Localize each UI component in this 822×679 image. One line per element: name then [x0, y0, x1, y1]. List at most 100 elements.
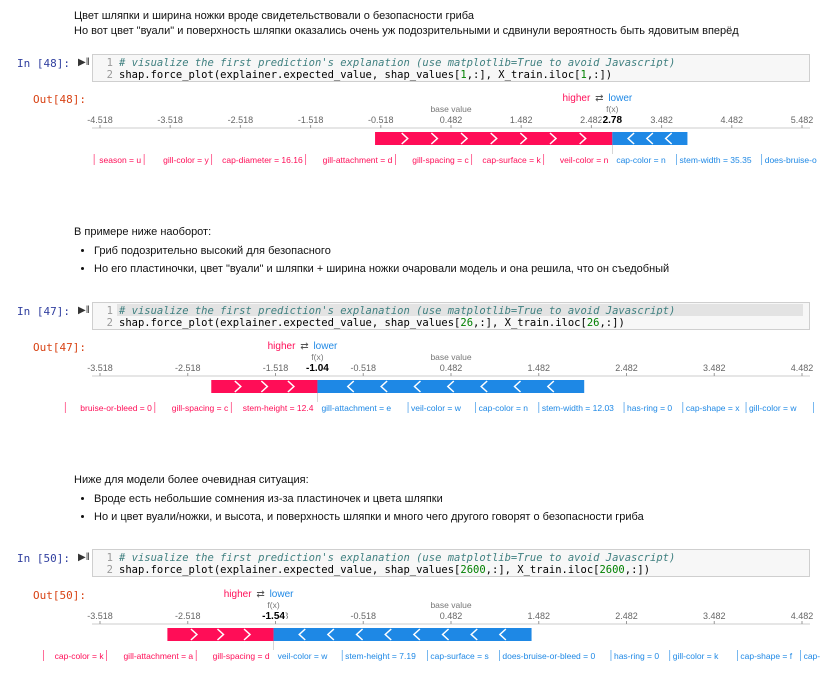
code-line: shap.force_plot(explainer.expected_value… [119, 317, 625, 329]
tick-label: -1.518 [298, 115, 324, 125]
higher-chevron [287, 380, 296, 393]
feature-label-lower: cap- [804, 651, 821, 661]
code-line: shap.force_plot(explainer.expected_value… [119, 69, 613, 81]
feature-label-higher: gill-attachment = a [123, 651, 193, 661]
bar-higher [167, 628, 274, 641]
feature-label-higher: cap-surface = k [482, 155, 541, 165]
code-cell[interactable]: 1 # visualize the first prediction's exp… [92, 302, 810, 330]
base-value-label: base value [430, 104, 471, 114]
higher-chevron [260, 380, 269, 393]
tick-label: -0.518 [350, 363, 376, 373]
higher-chevron [234, 380, 242, 393]
tick-label: -4.518 [87, 115, 113, 125]
feature-label-lower: cap-surface = s [430, 651, 488, 661]
feature-label-higher: cap-color = k [55, 651, 105, 661]
feature-label-lower: gill-color = k [673, 651, 719, 661]
force-plot-svg: higher ⇄ lower base value f(x) -3.518 -2.518 -1… [43, 589, 820, 661]
code-comment: # visualize the first prediction's expla… [119, 57, 676, 69]
base-value-label: base value [430, 352, 471, 362]
fx-label: f(x) [267, 600, 279, 610]
tick-label: -3.518 [87, 611, 113, 621]
force-plot-svg: higher ⇄ lower base value f(x) -4.518 -3.518 -2… [87, 93, 817, 165]
feature-label-higher: gill-spacing = c [172, 403, 229, 413]
tick-label: 4.482 [791, 611, 814, 621]
legend-lower: lower [608, 93, 633, 104]
code-cell[interactable]: 1 # visualize the first prediction's exp… [92, 549, 810, 577]
legend-lower: lower [270, 589, 295, 600]
higher-chevron [490, 132, 498, 145]
swap-arrows-icon: ⇄ [256, 589, 264, 600]
tick-label: -0.518 [350, 611, 376, 621]
tick-label: -2.518 [175, 363, 201, 373]
force-plot: higher ⇄ lower base value f(x) -3.518 -2.518 -1… [43, 586, 820, 666]
bar-lower [273, 628, 532, 641]
lower-chevron [446, 380, 455, 393]
legend-lower: lower [313, 341, 338, 352]
base-value-label: base value [430, 600, 471, 610]
tick-label: -3.518 [157, 115, 183, 125]
tick-label: -1.518 [263, 611, 289, 621]
feature-label-higher: gill-color = y [163, 155, 209, 165]
feature-label-lower: stem-height = 7.19 [345, 651, 416, 661]
tick-label: 4.482 [721, 115, 744, 125]
feature-label-lower: veil-color = w [278, 651, 329, 661]
feature-label-lower: stem-width = 12.03 [542, 403, 614, 413]
run-triangle-icon[interactable]: ▶‖ [78, 57, 90, 68]
tick-label: 0.482 [440, 611, 463, 621]
tick-label: 1.482 [527, 611, 550, 621]
feature-label-lower: gill-color = w [749, 403, 797, 413]
lower-chevron [480, 380, 488, 393]
higher-chevron [401, 132, 409, 145]
feature-label-lower: veil-color = w [411, 403, 462, 413]
force-plot-svg: higher ⇄ lower base value f(x) -3.518 -2.518 -1… [64, 341, 814, 413]
tick-label: 0.482 [440, 363, 463, 373]
output-prompt: Out[50]: [33, 589, 86, 602]
output-prompt: Out[48]: [33, 93, 86, 106]
run-triangle-icon[interactable]: ▶‖ [78, 305, 90, 316]
tick-label: 3.482 [650, 115, 673, 125]
lower-chevron [664, 132, 673, 145]
tick-label: 2.482 [615, 363, 638, 373]
tick-label: 4.482 [791, 363, 814, 373]
lower-chevron [355, 628, 364, 641]
bar-lower [317, 380, 585, 393]
feature-label-lower: does-bruise-or-bleed = 0 [502, 651, 595, 661]
lower-chevron [441, 628, 450, 641]
lower-chevron [384, 628, 392, 641]
md2-intro: В примере ниже наоборот: [74, 226, 212, 238]
code-cell[interactable]: 1 # visualize the first prediction's exp… [92, 54, 810, 82]
feature-label-higher: stem-height = 12.4 [243, 403, 314, 413]
feature-label-higher: cap-diameter = 16.16 [222, 155, 303, 165]
feature-label-lower: stem-width = 35.35 [680, 155, 752, 165]
tick-label: 2.482 [615, 611, 638, 621]
md3-bullet: Но и цвет вуали/ножки, и высота, и повер… [94, 510, 644, 525]
md1-line1: Цвет шляпки и ширина ножки вроде свидете… [74, 10, 474, 22]
higher-chevron [549, 132, 558, 145]
markdown-cell-3: Ниже для модели более очевидная ситуация… [74, 473, 644, 528]
legend-higher: higher [268, 341, 296, 352]
tick-label: 1.482 [510, 115, 533, 125]
code-comment: # visualize the first prediction's expla… [119, 552, 676, 564]
tick-label: 5.482 [791, 115, 814, 125]
legend-higher: higher [563, 93, 591, 104]
fx-value: -1.04 [306, 363, 329, 374]
md3-bullet: Вроде есть небольшие сомнения из-за плас… [94, 492, 644, 507]
feature-label-lower: has-ring = 0 [627, 403, 672, 413]
tick-label: 3.482 [703, 611, 726, 621]
md1-line2: Но вот цвет "вуали" и поверхность шляпки… [74, 25, 739, 37]
lower-chevron [346, 380, 355, 393]
lower-chevron [298, 628, 306, 641]
run-triangle-icon[interactable]: ▶‖ [78, 552, 90, 563]
tick-label: -1.518 [263, 363, 289, 373]
feature-label-lower: cap-color = n [479, 403, 529, 413]
higher-chevron [579, 132, 587, 145]
fx-label: f(x) [311, 352, 323, 362]
bar-higher [375, 132, 613, 145]
feature-label-higher: gill-spacing = d [213, 651, 270, 661]
input-prompt: In [47]: [17, 305, 70, 318]
higher-chevron [430, 132, 439, 145]
lower-chevron [645, 132, 654, 145]
lower-chevron [513, 380, 522, 393]
lower-chevron [412, 628, 421, 641]
code-line: shap.force_plot(explainer.expected_value… [119, 564, 651, 576]
